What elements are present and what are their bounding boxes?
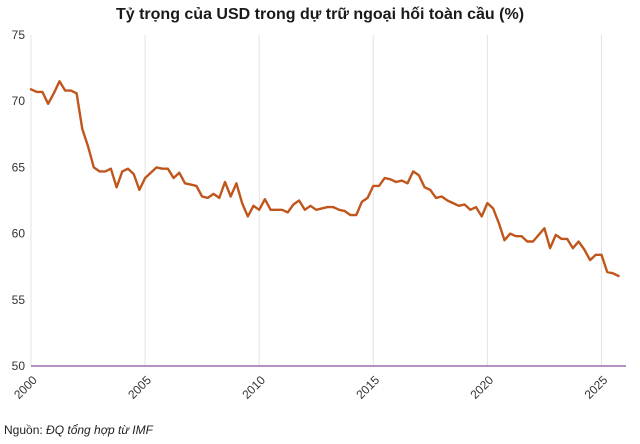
x-tick-label: 2000 xyxy=(11,373,40,402)
y-tick-label: 50 xyxy=(12,359,26,373)
y-tick-label: 55 xyxy=(12,293,26,307)
series-layer xyxy=(29,80,620,278)
y-axis-ticks: 50 55 60 65 70 75 xyxy=(12,28,26,373)
source-prefix: Nguồn: xyxy=(4,423,47,437)
source-note: Nguồn: ĐQ tổng hợp từ IMF xyxy=(4,423,153,437)
x-tick-label: 2015 xyxy=(353,373,382,402)
x-tick-label: 2025 xyxy=(582,373,611,402)
x-tick-label: 2020 xyxy=(467,373,496,402)
x-tick-label: 2010 xyxy=(239,373,268,402)
y-tick-label: 60 xyxy=(12,227,26,241)
y-tick-label: 75 xyxy=(12,28,26,42)
x-tick-label: 2005 xyxy=(125,373,154,402)
grid-lines xyxy=(144,35,602,366)
source-text: ĐQ tổng hợp từ IMF xyxy=(46,423,153,437)
chart-title: Tỷ trọng của USD trong dự trữ ngoại hối … xyxy=(115,6,525,23)
series-line xyxy=(29,80,620,278)
y-tick-label: 65 xyxy=(12,160,26,174)
x-axis-ticks: 2000 2005 2010 2015 2020 2025 xyxy=(11,373,610,402)
y-tick-label: 70 xyxy=(12,94,26,108)
